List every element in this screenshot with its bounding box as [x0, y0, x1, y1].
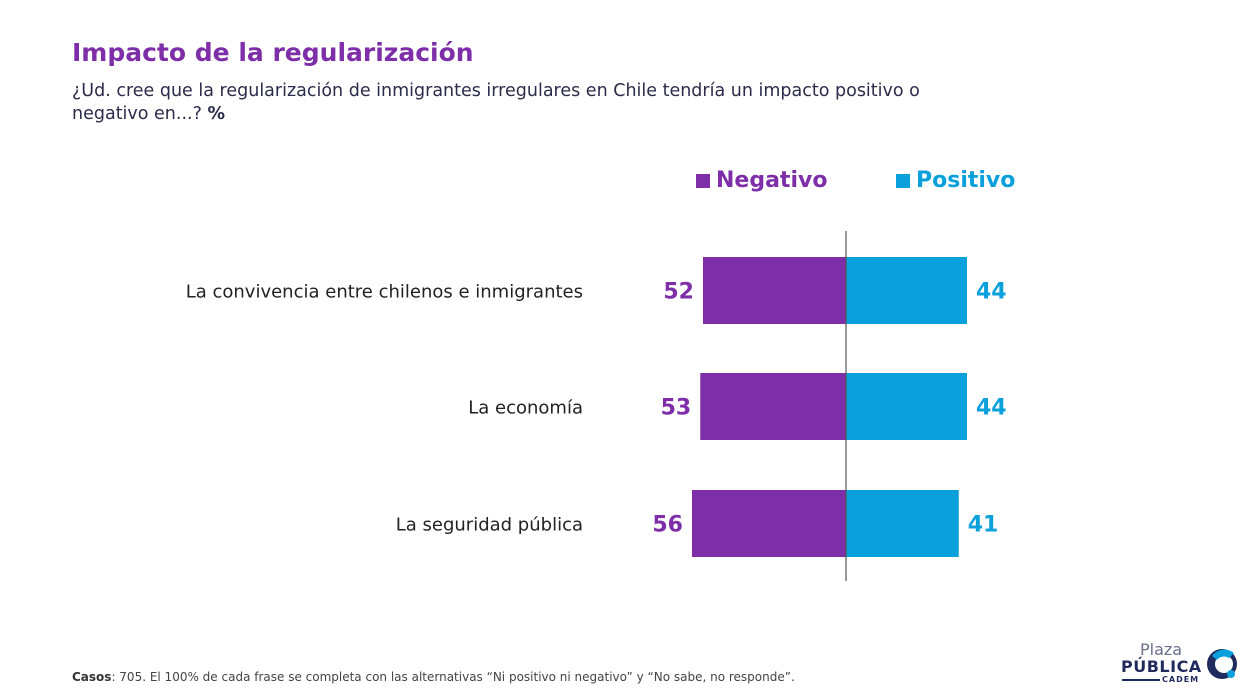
- legend-negative-swatch: [696, 173, 710, 188]
- logo-cadem-text: CADEM: [1162, 675, 1200, 684]
- subtitle-unit: %: [207, 104, 225, 124]
- bar-negative: [692, 490, 846, 557]
- footer-casos-label: Casos: [72, 670, 112, 684]
- legend-positive-swatch: [896, 173, 910, 188]
- subtitle-question: ¿Ud. cree que la regularización de inmig…: [72, 81, 920, 124]
- bar-negative: [700, 373, 846, 440]
- legend-positive-label: Positivo: [916, 168, 1016, 193]
- logo-plaza-text: Plaza: [1140, 640, 1183, 659]
- bar-positive: [846, 257, 967, 324]
- logo-underline: [1122, 679, 1160, 681]
- data-label-positive: 44: [976, 396, 1007, 421]
- data-label-positive: 44: [976, 280, 1007, 305]
- data-label-negative: 53: [661, 396, 692, 421]
- plaza-publica-logo: Plaza PÚBLICA CADEM: [1118, 640, 1244, 690]
- legend-negative-label: Negativo: [716, 168, 828, 193]
- category-label: La economía: [468, 398, 583, 419]
- footer-note: Casos: 705. El 100% de cada frase se com…: [72, 670, 795, 684]
- bar-negative: [703, 257, 846, 324]
- footer-note-text: : 705. El 100% de cada frase se completa…: [111, 670, 795, 684]
- logo-publica-text: PÚBLICA: [1121, 657, 1202, 676]
- category-label: La convivencia entre chilenos e inmigran…: [186, 282, 583, 303]
- data-label-positive: 41: [968, 513, 999, 538]
- data-label-negative: 56: [652, 513, 683, 538]
- chart-subtitle: ¿Ud. cree que la regularización de inmig…: [72, 80, 972, 126]
- data-label-negative: 52: [663, 280, 694, 305]
- chart-title: Impacto de la regularización: [72, 38, 474, 67]
- bar-positive: [846, 373, 967, 440]
- bar-positive: [846, 490, 959, 557]
- legend-negative: Negativo: [696, 168, 827, 193]
- category-label: La seguridad pública: [396, 515, 583, 536]
- logo-mark-icon: [1207, 649, 1237, 679]
- legend-positive: Positivo: [896, 168, 1015, 193]
